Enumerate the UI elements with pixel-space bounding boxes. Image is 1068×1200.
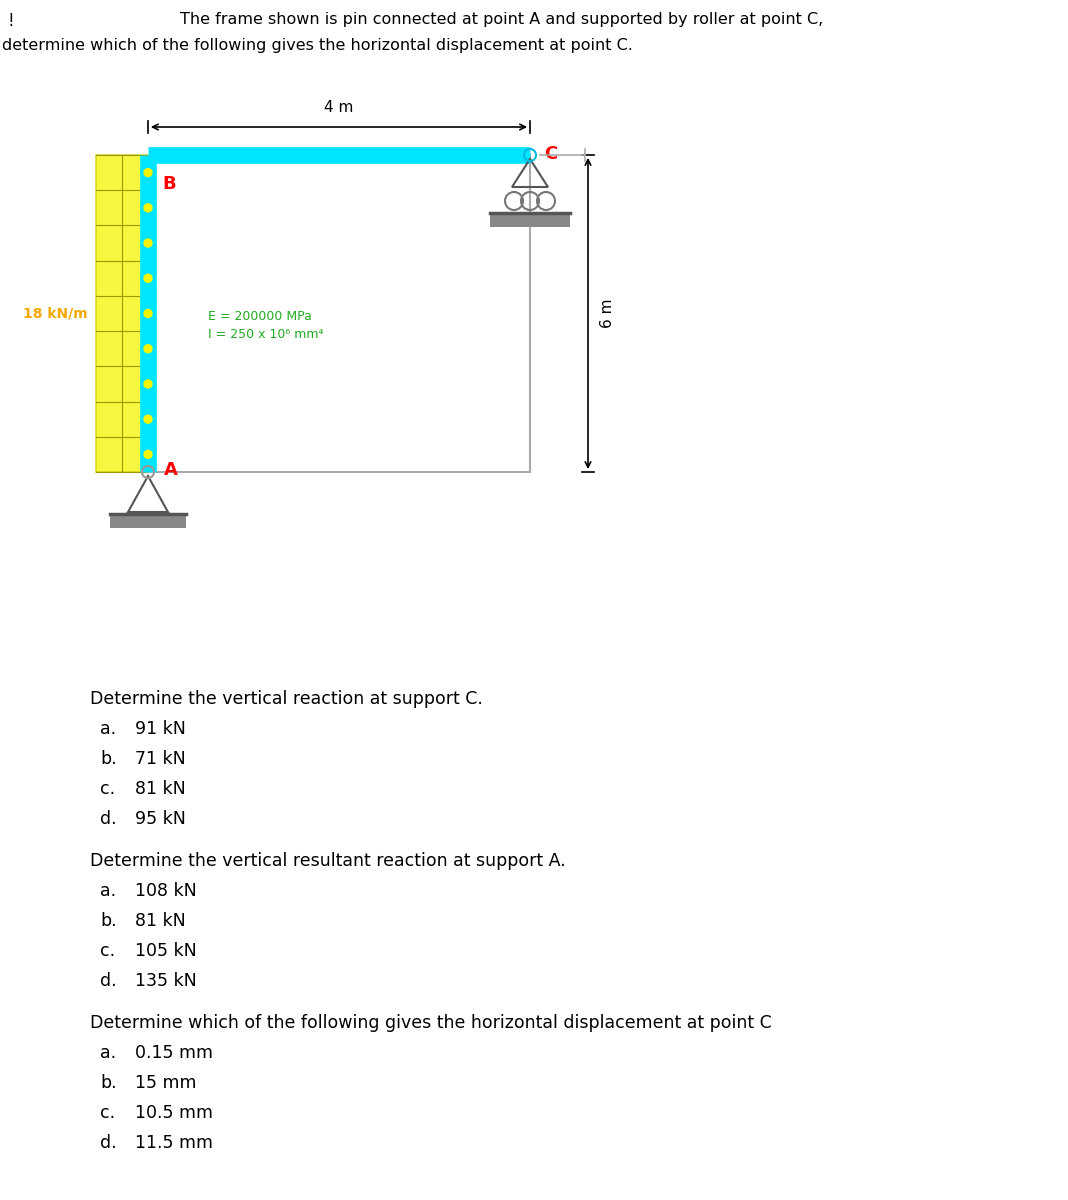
Text: determine which of the following gives the horizontal displacement at point C.: determine which of the following gives t… bbox=[2, 38, 633, 53]
Text: a.: a. bbox=[100, 882, 116, 900]
Circle shape bbox=[144, 344, 152, 353]
Text: 105 kN: 105 kN bbox=[135, 942, 197, 960]
Text: c.: c. bbox=[100, 942, 115, 960]
Text: c.: c. bbox=[100, 1104, 115, 1122]
Text: E = 200000 MPa: E = 200000 MPa bbox=[208, 311, 312, 324]
Text: The frame shown is pin connected at point A and supported by roller at point C,: The frame shown is pin connected at poin… bbox=[180, 12, 823, 26]
Text: Determine the vertical reaction at support C.: Determine the vertical reaction at suppo… bbox=[90, 690, 483, 708]
Text: 71 kN: 71 kN bbox=[135, 750, 186, 768]
Text: 4 m: 4 m bbox=[325, 100, 354, 115]
Text: Determine which of the following gives the horizontal displacement at point C: Determine which of the following gives t… bbox=[90, 1014, 772, 1032]
Bar bbox=[96, 155, 148, 472]
Text: !: ! bbox=[7, 12, 15, 30]
Text: 10.5 mm: 10.5 mm bbox=[135, 1104, 213, 1122]
Text: Determine the vertical resultant reaction at support A.: Determine the vertical resultant reactio… bbox=[90, 852, 566, 870]
Text: 108 kN: 108 kN bbox=[135, 882, 197, 900]
Text: b.: b. bbox=[100, 1074, 116, 1092]
Circle shape bbox=[144, 380, 152, 388]
Text: C: C bbox=[544, 145, 557, 163]
Circle shape bbox=[144, 275, 152, 282]
Text: d.: d. bbox=[100, 972, 116, 990]
Circle shape bbox=[144, 450, 152, 458]
Text: d.: d. bbox=[100, 810, 116, 828]
Text: 91 kN: 91 kN bbox=[135, 720, 186, 738]
Text: 95 kN: 95 kN bbox=[135, 810, 186, 828]
Text: A: A bbox=[164, 461, 178, 479]
Text: 81 kN: 81 kN bbox=[135, 912, 186, 930]
Text: 6 m: 6 m bbox=[600, 299, 615, 329]
Text: 15 mm: 15 mm bbox=[135, 1074, 197, 1092]
Text: I = 250 x 10⁶ mm⁴: I = 250 x 10⁶ mm⁴ bbox=[208, 329, 324, 342]
Text: 11.5 mm: 11.5 mm bbox=[135, 1134, 213, 1152]
Text: 0.15 mm: 0.15 mm bbox=[135, 1044, 213, 1062]
Circle shape bbox=[144, 239, 152, 247]
Text: b.: b. bbox=[100, 750, 116, 768]
Circle shape bbox=[144, 310, 152, 318]
Circle shape bbox=[144, 415, 152, 424]
Text: a.: a. bbox=[100, 1044, 116, 1062]
Text: 135 kN: 135 kN bbox=[135, 972, 197, 990]
Text: B: B bbox=[162, 175, 175, 193]
Bar bbox=[490, 214, 570, 227]
Text: 18 kN/m: 18 kN/m bbox=[23, 306, 88, 320]
Circle shape bbox=[144, 169, 152, 176]
Text: c.: c. bbox=[100, 780, 115, 798]
Bar bbox=[110, 514, 186, 528]
Circle shape bbox=[144, 204, 152, 212]
Text: b.: b. bbox=[100, 912, 116, 930]
Text: d.: d. bbox=[100, 1134, 116, 1152]
Text: 81 kN: 81 kN bbox=[135, 780, 186, 798]
Text: a.: a. bbox=[100, 720, 116, 738]
